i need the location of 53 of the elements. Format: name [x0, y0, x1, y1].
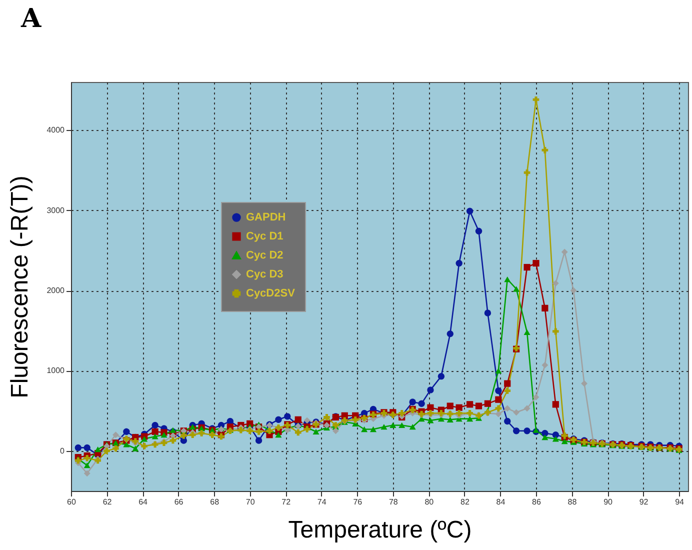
- x-tick-label: 62: [102, 498, 112, 506]
- y-tick-label: 4000: [46, 126, 66, 135]
- point: [275, 416, 282, 423]
- point: [495, 387, 502, 394]
- point: [446, 330, 454, 338]
- x-tick-label: 72: [282, 498, 292, 506]
- x-tick-label: 88: [568, 498, 578, 506]
- x-axis-title: Temperature (ºC): [288, 516, 472, 544]
- point: [74, 444, 82, 452]
- chart-title: A: [20, 4, 42, 34]
- point: [427, 386, 434, 394]
- y-tick-label: 3000: [46, 206, 66, 215]
- x-tick-label: 92: [639, 498, 649, 506]
- x-tick-label: 70: [246, 498, 256, 506]
- point: [512, 428, 520, 434]
- x-tick-label: 84: [496, 498, 506, 506]
- x-tick-label: 82: [460, 498, 470, 506]
- point: [152, 422, 158, 429]
- point: [418, 400, 425, 407]
- x-tick-label: 86: [532, 498, 542, 506]
- point: [524, 428, 530, 434]
- x-tick-label: 76: [353, 498, 363, 506]
- legend-label: Cyc D2: [246, 250, 284, 262]
- point: [466, 208, 474, 214]
- y-tick-label: 1000: [46, 366, 66, 376]
- point: [484, 310, 492, 316]
- point: [542, 430, 548, 437]
- x-tick-label: 74: [317, 498, 327, 506]
- point: [475, 228, 482, 235]
- y-axis-title: Fluorescence (-R(T)): [6, 176, 34, 398]
- legend-label: GAPDH: [246, 212, 286, 224]
- y-tick-label: 0: [60, 446, 66, 456]
- legend-label: Cyc D3: [246, 268, 284, 280]
- point: [504, 418, 511, 425]
- point: [123, 428, 130, 435]
- x-tick-label: 78: [388, 498, 398, 506]
- x-tick-label: 94: [675, 498, 685, 506]
- x-tick-label: 64: [138, 498, 148, 506]
- y-tick-label: 2000: [46, 286, 66, 296]
- point: [456, 260, 462, 267]
- legend-label: Cyc D1: [246, 230, 284, 242]
- x-tick-label: 90: [604, 498, 614, 506]
- point: [255, 437, 262, 444]
- x-tick-label: 60: [67, 498, 76, 506]
- point: [284, 413, 291, 420]
- point: [409, 398, 416, 406]
- x-tick-label: 80: [424, 498, 434, 506]
- point: [84, 444, 90, 452]
- point: [552, 432, 560, 438]
- x-tick-label: 68: [210, 498, 220, 506]
- legend-label: CycD2SV: [246, 288, 296, 300]
- point: [438, 372, 445, 380]
- x-tick-label: 66: [174, 498, 184, 506]
